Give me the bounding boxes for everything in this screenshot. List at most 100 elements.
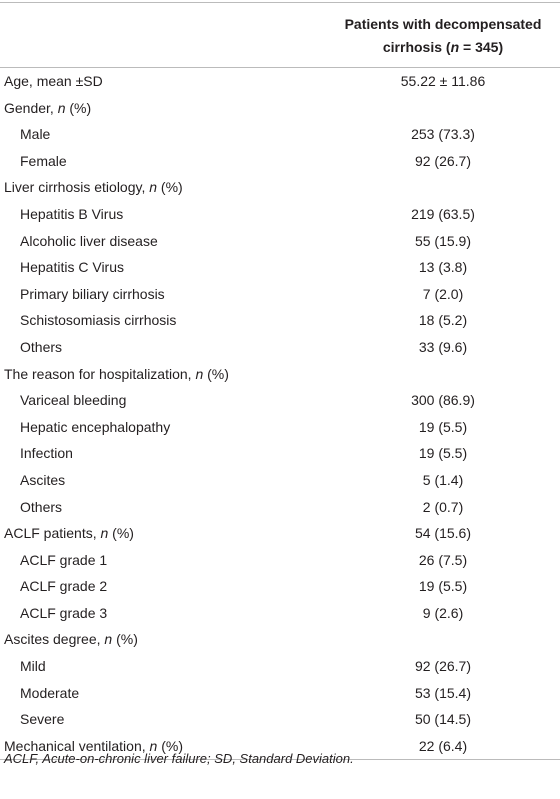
row-value: 9 (2.6): [422, 604, 464, 621]
sub-row: Hepatic encephalopathy 19 (5.5): [0, 414, 560, 441]
column-header: Patients with decompensated cirrhosis (n…: [338, 13, 548, 59]
row: ACLF patients, n (%) 54 (15.6): [0, 520, 560, 547]
row-label: Infection: [20, 440, 73, 467]
italic-text: n: [149, 737, 158, 754]
sub-row: ACLF grade 1 26 (7.5): [0, 547, 560, 574]
row-value: 219 (63.5): [411, 205, 475, 222]
row-label: Age, mean ±SD: [4, 68, 103, 95]
sub-row: Alcoholic liver disease 55 (15.9): [0, 228, 560, 255]
text: Patients with decompensated cirrhosis (: [344, 16, 542, 55]
sub-row: Primary biliary cirrhosis 7 (2.0): [0, 281, 560, 308]
row-label: ACLF grade 1: [20, 547, 107, 574]
text: Infection: [20, 445, 73, 462]
text: Female: [20, 152, 67, 169]
row-label: Ascites: [20, 467, 65, 494]
footnote: ACLF, Acute-on-chronic liver failure; SD…: [4, 751, 354, 766]
row: Ascites degree, n (%): [0, 626, 560, 653]
row-value: 13 (3.8): [418, 259, 468, 276]
text: ACLF patients,: [4, 525, 101, 542]
sub-row: ACLF grade 2 19 (5.5): [0, 573, 560, 600]
sub-row: Variceal bleeding 300 (86.9): [0, 387, 560, 414]
text: (%): [65, 99, 92, 116]
row-label: ACLF grade 3: [20, 600, 107, 627]
sub-row: Female 92 (26.7): [0, 148, 560, 175]
text: Ascites: [20, 471, 66, 488]
row-label: Hepatic encephalopathy: [20, 414, 170, 441]
row-value: 19 (5.5): [418, 418, 468, 435]
row-label: Liver cirrhosis etiology, n (%): [4, 174, 183, 201]
text: Variceal bleeding: [20, 392, 127, 409]
row-value: 92 (26.7): [414, 152, 472, 169]
sub-row: Moderate 53 (15.4): [0, 680, 560, 707]
text: Male: [20, 126, 51, 143]
italic-text: n: [57, 99, 66, 116]
text: Age, mean ±SD: [4, 73, 103, 89]
text: (%): [108, 525, 134, 542]
italic-text: n: [104, 631, 113, 648]
sub-row: Mild 92 (26.7): [0, 653, 560, 680]
row-label: ACLF grade 2: [20, 573, 107, 600]
row-label: Gender, n (%): [4, 95, 91, 122]
row-value: 92 (26.7): [414, 658, 472, 675]
text: (%): [112, 631, 138, 648]
text: Schistosomiasis cirrhosis: [20, 312, 177, 329]
sub-row: Others 33 (9.6): [0, 334, 560, 361]
row-label: Alcoholic liver disease: [20, 228, 158, 255]
row-label: Moderate: [20, 680, 79, 707]
row-value: 19 (5.5): [418, 578, 468, 595]
row-value: 2 (0.7): [422, 498, 464, 515]
sub-row: Schistosomiasis cirrhosis 18 (5.2): [0, 307, 560, 334]
sub-row: Ascites 5 (1.4): [0, 467, 560, 494]
row: Liver cirrhosis etiology, n (%): [0, 174, 560, 201]
text: Gender,: [4, 99, 58, 116]
row-value: 54 (15.6): [414, 525, 472, 542]
sub-row: Hepatitis B Virus 219 (63.5): [0, 201, 560, 228]
row-value: 253 (73.3): [411, 126, 475, 143]
row-label: Variceal bleeding: [20, 387, 126, 414]
row-label: The reason for hospitalization, n (%): [4, 361, 229, 388]
sub-row: Male 253 (73.3): [0, 121, 560, 148]
text: Severe: [20, 711, 65, 728]
sub-row: Severe 50 (14.5): [0, 706, 560, 733]
row-value: 55.22 ± 11.86: [400, 73, 486, 89]
row-label: Mild: [20, 653, 46, 680]
row-label: Others: [20, 334, 62, 361]
text: Others: [20, 338, 63, 355]
row-label: Hepatitis C Virus: [20, 254, 124, 281]
row-value: 50 (14.5): [414, 711, 472, 728]
text: The reason for hospitalization,: [4, 365, 196, 382]
text: = 345): [459, 39, 504, 55]
text: Hepatic encephalopathy: [20, 418, 171, 435]
row-value: 18 (5.2): [418, 312, 468, 329]
text: (%): [203, 365, 229, 382]
row-value: 7 (2.0): [422, 285, 464, 302]
row-label: Severe: [20, 706, 64, 733]
italic-text: n: [195, 365, 204, 382]
row: Age, mean ±SD 55.22 ± 11.86: [0, 68, 560, 95]
text: Moderate: [20, 684, 80, 701]
text: ACLF grade 1: [20, 551, 108, 568]
sub-row: Infection 19 (5.5): [0, 440, 560, 467]
row-label: ACLF patients, n (%): [4, 520, 134, 547]
text: (%): [157, 737, 183, 754]
row-label: Mechanical ventilation, n (%): [4, 733, 183, 760]
row-value: 19 (5.5): [418, 445, 468, 462]
sub-row: Others 2 (0.7): [0, 494, 560, 521]
row-value: 53 (15.4): [414, 684, 472, 701]
text: ACLF grade 2: [20, 578, 108, 595]
row-value: 55 (15.9): [414, 232, 472, 249]
row-value: 26 (7.5): [418, 551, 468, 568]
row-label: Schistosomiasis cirrhosis: [20, 307, 176, 334]
sub-row: Hepatitis C Virus 13 (3.8): [0, 254, 560, 281]
row: The reason for hospitalization, n (%): [0, 361, 560, 388]
text: Liver cirrhosis etiology,: [4, 179, 150, 196]
text: Alcoholic liver disease: [20, 232, 158, 249]
text: Mechanical ventilation,: [4, 737, 150, 754]
row: Gender, n (%): [0, 95, 560, 122]
text: Mild: [20, 658, 46, 675]
row-label: Female: [20, 148, 67, 175]
row-label: Ascites degree, n (%): [4, 626, 138, 653]
table-header: Patients with decompensated cirrhosis (n…: [0, 2, 560, 68]
row-value: 300 (86.9): [411, 392, 475, 409]
